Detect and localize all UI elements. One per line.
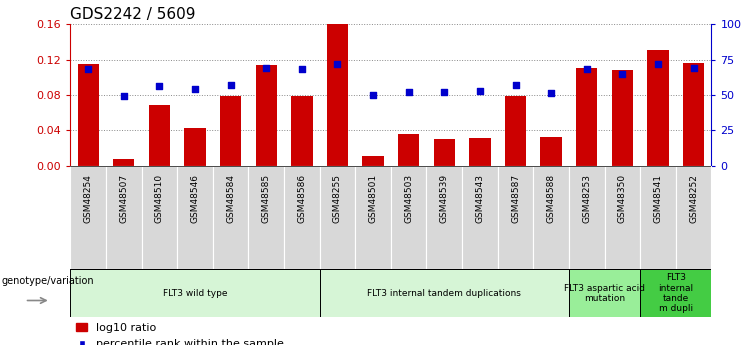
Point [474, 88, 486, 93]
Bar [540, 137, 562, 166]
Bar [605, 166, 640, 269]
Bar [433, 139, 455, 166]
Bar [640, 269, 711, 317]
Bar [319, 269, 569, 317]
Text: GSM48503: GSM48503 [404, 174, 413, 223]
Text: GSM48254: GSM48254 [84, 174, 93, 223]
Point [189, 87, 201, 92]
Point [225, 82, 236, 88]
Bar [462, 166, 498, 269]
Point [118, 93, 130, 99]
Bar [113, 159, 134, 166]
Bar [362, 156, 384, 166]
Bar [70, 166, 106, 269]
Bar [177, 166, 213, 269]
Bar [391, 166, 427, 269]
Point [545, 91, 557, 96]
Text: FLT3 internal tandem duplications: FLT3 internal tandem duplications [368, 289, 521, 298]
Bar [185, 128, 206, 166]
Point [367, 92, 379, 98]
Bar [319, 166, 355, 269]
Bar [427, 166, 462, 269]
Point [581, 67, 593, 72]
Bar [284, 166, 319, 269]
Text: GSM48546: GSM48546 [190, 174, 199, 223]
Text: GSM48586: GSM48586 [297, 174, 306, 223]
Text: FLT3
internal
tande
m dupli: FLT3 internal tande m dupli [658, 273, 694, 313]
Bar [70, 269, 319, 317]
Text: GSM48588: GSM48588 [547, 174, 556, 223]
Bar [149, 106, 170, 166]
Bar [647, 50, 668, 166]
Text: GSM48507: GSM48507 [119, 174, 128, 223]
Point [153, 83, 165, 89]
Bar [469, 138, 491, 166]
Point [331, 61, 343, 67]
Point [617, 71, 628, 76]
Text: GSM48539: GSM48539 [440, 174, 449, 223]
Text: GSM48584: GSM48584 [226, 174, 235, 223]
Bar [676, 166, 711, 269]
Point [82, 67, 94, 72]
Point [439, 89, 451, 95]
Bar [327, 24, 348, 166]
Text: GSM48510: GSM48510 [155, 174, 164, 223]
Bar [569, 166, 605, 269]
Text: GSM48253: GSM48253 [582, 174, 591, 223]
Bar [576, 68, 597, 166]
Text: GSM48252: GSM48252 [689, 174, 698, 223]
Bar [505, 96, 526, 166]
Bar [220, 96, 242, 166]
Point [688, 65, 700, 71]
Bar [256, 65, 277, 166]
Text: GSM48541: GSM48541 [654, 174, 662, 223]
Text: GSM48350: GSM48350 [618, 174, 627, 223]
Bar [498, 166, 534, 269]
Text: FLT3 wild type: FLT3 wild type [163, 289, 227, 298]
Text: GSM48587: GSM48587 [511, 174, 520, 223]
Point [403, 89, 415, 95]
Bar [611, 70, 633, 166]
Text: FLT3 aspartic acid
mutation: FLT3 aspartic acid mutation [564, 284, 645, 303]
Bar [534, 166, 569, 269]
Bar [213, 166, 248, 269]
Point [260, 65, 272, 71]
Bar [248, 166, 284, 269]
Text: GSM48255: GSM48255 [333, 174, 342, 223]
Text: GDS2242 / 5609: GDS2242 / 5609 [70, 7, 196, 22]
Bar [142, 166, 177, 269]
Bar [569, 269, 640, 317]
Bar [398, 134, 419, 166]
Bar [640, 166, 676, 269]
Bar [683, 63, 704, 166]
Legend: log10 ratio, percentile rank within the sample: log10 ratio, percentile rank within the … [76, 323, 284, 345]
Text: GSM48543: GSM48543 [476, 174, 485, 223]
Bar [106, 166, 142, 269]
Point [296, 67, 308, 72]
Point [510, 82, 522, 88]
Bar [78, 64, 99, 166]
Bar [355, 166, 391, 269]
Point [652, 61, 664, 67]
Text: genotype/variation: genotype/variation [1, 276, 94, 286]
Text: GSM48501: GSM48501 [368, 174, 378, 223]
Bar [291, 96, 313, 166]
Text: GSM48585: GSM48585 [262, 174, 270, 223]
